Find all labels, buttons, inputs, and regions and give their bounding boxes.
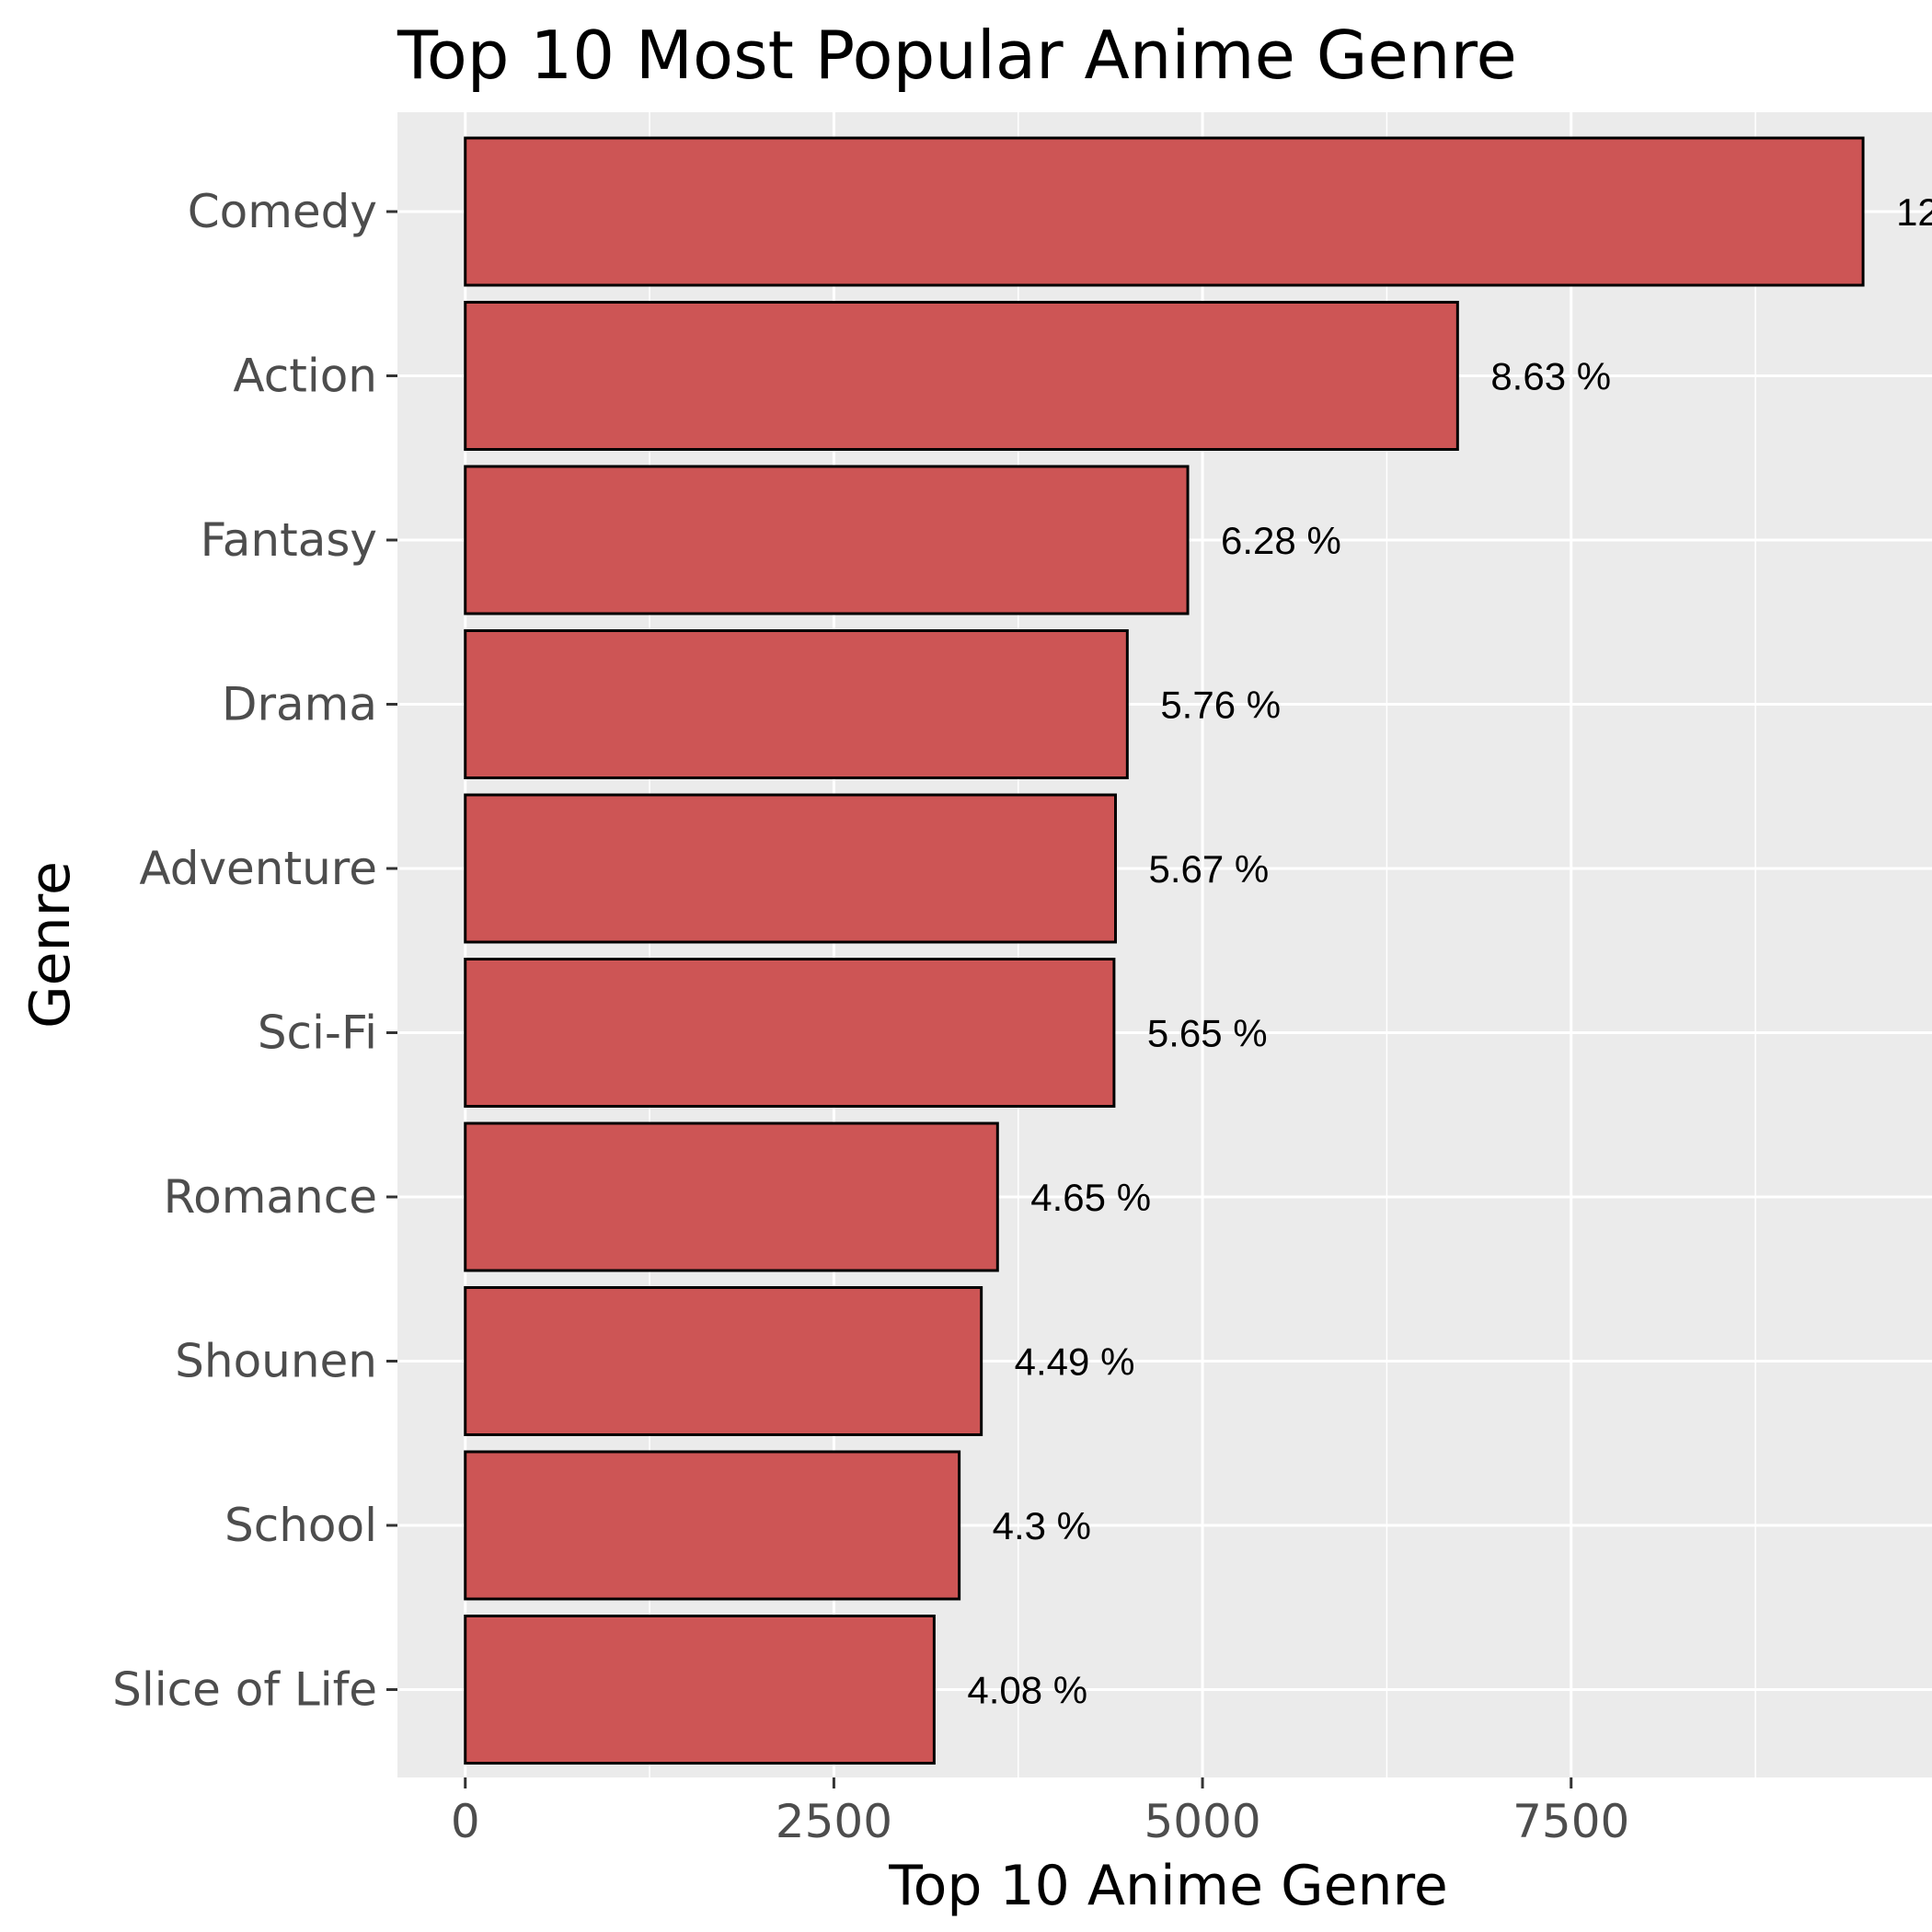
bar xyxy=(464,301,1459,451)
data-label: 5.65 % xyxy=(1147,1012,1268,1055)
bars xyxy=(464,136,1865,1765)
data-label: 4.08 % xyxy=(967,1669,1087,1712)
x-tick-label: 7500 xyxy=(1512,1795,1629,1848)
data-label: 6.28 % xyxy=(1221,519,1341,562)
bar xyxy=(464,629,1129,779)
bar xyxy=(464,1121,999,1272)
x-tick-label: 0 xyxy=(451,1795,480,1848)
x-axis: 0 2500 5000 7500 xyxy=(451,1777,1629,1848)
y-tick-label: Fantasy xyxy=(201,513,377,567)
y-tick-label: Slice of Life xyxy=(112,1663,377,1717)
y-tick-label: Adventure xyxy=(139,842,377,895)
bar xyxy=(464,958,1116,1108)
y-tick-label: Romance xyxy=(164,1170,377,1224)
bar xyxy=(464,793,1118,944)
data-label: 5.67 % xyxy=(1149,847,1270,891)
y-tick-label: Drama xyxy=(222,678,377,731)
data-label: 4.65 % xyxy=(1030,1176,1151,1219)
data-label: 12 xyxy=(1896,190,1932,234)
y-tick-label: Comedy xyxy=(188,185,377,238)
y-tick-label: School xyxy=(224,1499,377,1552)
data-label: 5.76 % xyxy=(1160,684,1281,727)
bar xyxy=(464,1615,936,1765)
x-tick-label: 2500 xyxy=(776,1795,892,1848)
data-labels: 12 8.63 % 6.28 % 5.76 % 5.67 % 5.65 % 4.65 % 4.… xyxy=(967,190,1932,1712)
y-axis: Comedy Action Fantasy Drama Adventure Sci-Fi R… xyxy=(112,185,397,1717)
x-axis-title: Top 10 Anime Genre xyxy=(888,1854,1448,1918)
data-label: 8.63 % xyxy=(1490,355,1611,398)
y-tick-label: Action xyxy=(233,350,377,403)
x-tick-label: 5000 xyxy=(1144,1795,1260,1848)
bar xyxy=(464,136,1865,287)
data-label: 4.49 % xyxy=(1015,1340,1135,1384)
bar xyxy=(464,1286,983,1436)
bar xyxy=(464,1450,961,1601)
y-tick-label: Sci-Fi xyxy=(258,1006,377,1060)
bar xyxy=(464,465,1190,615)
y-tick-label: Shounen xyxy=(175,1335,377,1388)
data-label: 4.3 % xyxy=(993,1504,1091,1547)
y-axis-title: Genre xyxy=(18,861,83,1029)
chart-title: Top 10 Most Popular Anime Genre xyxy=(397,17,1517,94)
